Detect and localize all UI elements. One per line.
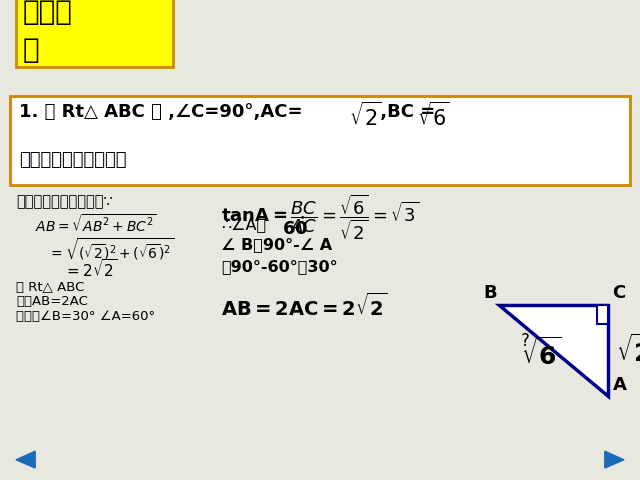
- Polygon shape: [605, 451, 624, 468]
- Text: 解：由勾股定理得：解∵: 解：由勾股定理得：解∵: [16, 194, 113, 209]
- Text: $\sqrt{\mathbf{2}}$: $\sqrt{\mathbf{2}}$: [616, 334, 640, 367]
- Text: 析: 析: [22, 36, 39, 64]
- Text: 1. 在 Rt△ ABC 中 ,∠C=90°,AC=: 1. 在 Rt△ ABC 中 ,∠C=90°,AC=: [19, 103, 303, 121]
- Bar: [597, 305, 608, 324]
- Text: 中，AB=2AC: 中，AB=2AC: [16, 295, 88, 308]
- Polygon shape: [16, 451, 35, 468]
- Text: B: B: [483, 284, 497, 302]
- Text: ∴∠A＝: ∴∠A＝: [221, 217, 266, 232]
- Text: $\sqrt{6}$: $\sqrt{6}$: [417, 102, 450, 130]
- Text: ,BC =: ,BC =: [374, 103, 436, 121]
- Text: 所以，∠B=30° ∠A=60°: 所以，∠B=30° ∠A=60°: [16, 310, 155, 323]
- Text: $\sqrt{\mathbf{6}}$: $\sqrt{\mathbf{6}}$: [521, 337, 561, 370]
- Text: $AB=\sqrt{AB^2+BC^2}$: $AB=\sqrt{AB^2+BC^2}$: [35, 214, 157, 235]
- Polygon shape: [499, 305, 608, 396]
- Text: $\mathbf{tanA{=}}\dfrac{BC}{AC}=\dfrac{\sqrt{6}}{\sqrt{2}}=\sqrt{3}$: $\mathbf{tanA{=}}\dfrac{BC}{AC}=\dfrac{\…: [221, 192, 419, 242]
- Text: ∠ B＝90°-∠ A: ∠ B＝90°-∠ A: [221, 238, 332, 252]
- Bar: [10, 96, 630, 185]
- Text: C: C: [612, 284, 626, 302]
- Text: $=2\sqrt{2}$: $=2\sqrt{2}$: [64, 258, 117, 280]
- Text: $\mathbf{AB=2AC=2\sqrt{2}}$: $\mathbf{AB=2AC=2\sqrt{2}}$: [221, 293, 387, 320]
- Text: ，解这个直角三角形．: ，解这个直角三角形．: [19, 151, 127, 169]
- Text: 在 Rt△ ABC: 在 Rt△ ABC: [16, 281, 84, 294]
- Text: ?: ?: [520, 332, 529, 350]
- Text: A: A: [613, 375, 627, 394]
- Text: $\sqrt{2}$: $\sqrt{2}$: [349, 102, 381, 130]
- Text: $\mathbf{6\mathring{0}}$: $\mathbf{6\mathring{0}}$: [282, 217, 308, 239]
- Text: 例题分: 例题分: [22, 0, 72, 25]
- Text: ＝90°-60°＝30°: ＝90°-60°＝30°: [221, 259, 337, 274]
- Bar: [16, 0, 173, 67]
- Text: $=\sqrt{(\sqrt{2})^2+(\sqrt{6})^2}$: $=\sqrt{(\sqrt{2})^2+(\sqrt{6})^2}$: [48, 236, 174, 262]
